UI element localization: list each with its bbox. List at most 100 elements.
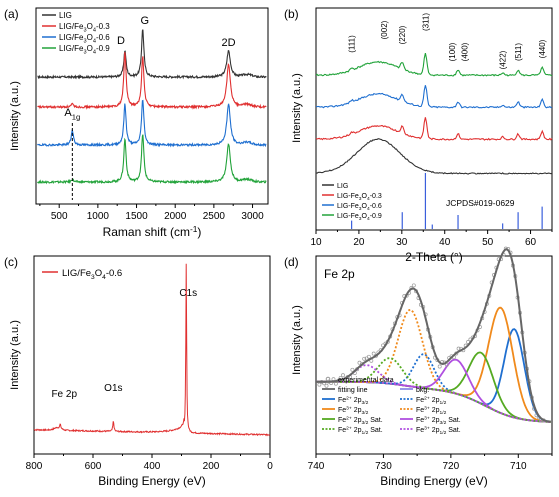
panel-d-component-line: [316, 357, 551, 423]
panel-b-plane-label: (002): [380, 20, 389, 39]
panel-b-plane-label: (311): [421, 13, 430, 31]
panel-d-xtick-label: 740: [308, 461, 325, 472]
panel-a-letter: (a): [4, 7, 19, 21]
panel-b-legend-label: LIG-Fe3O4-0.6: [337, 203, 382, 212]
panel-a-series-line: [37, 134, 267, 185]
panel-b-legend-label: LIG-Fe3O4-0.9: [337, 213, 382, 222]
panel-d-xtick-label: 710: [510, 461, 527, 472]
panel-b-xlabel: 2-Theta (°): [405, 250, 462, 264]
panel-b-xtick-label: 40: [439, 237, 451, 248]
panel-c-peak-label: C1s: [179, 288, 197, 299]
panel-d-data-point: [456, 346, 461, 351]
panel-b-plane-label: (220): [398, 25, 407, 44]
panel-c-xtick-label: 400: [144, 461, 161, 472]
panel-d-legend-label: Fe3+ 2p1/2 Sat.: [416, 426, 461, 437]
panel-b-ylabel: Intensity (a.u.): [291, 73, 303, 143]
panel-b-xtick-label: 50: [482, 237, 494, 248]
panel-a-xtick-label: 1000: [87, 211, 110, 222]
panel-a-ylabel: Intensity (a.u.): [9, 81, 21, 151]
panel-a-series-line: [37, 52, 267, 110]
panel-d-legend-label: bkg.: [416, 387, 429, 394]
panel-a-legend-label: LIG/Fe3O4-0.6: [59, 33, 110, 44]
panel-d-legend-label: Fe2+ 2p1/2: [416, 396, 447, 407]
panel-b-plane-label: (111): [348, 35, 357, 53]
panel-a-xtick-label: 3000: [241, 211, 264, 222]
panel-d-component-line: [316, 306, 551, 423]
panel-a-xtick-label: 1500: [125, 211, 148, 222]
panel-b-reference-label: JCPDS#019-0629: [446, 198, 515, 208]
panel-c-xtick-label: 200: [203, 461, 220, 472]
panel-d-component-line: [316, 308, 551, 423]
panel-d-data-point: [341, 373, 345, 378]
panel-a-xtick-label: 2500: [203, 211, 226, 222]
panel-c-xtick-label: 800: [26, 461, 43, 472]
panel-d-data-point: [350, 367, 355, 372]
panel-d-xtick-label: 730: [375, 461, 392, 472]
panel-b-xtick-label: 10: [310, 237, 322, 248]
panel-d-xtick-label: 720: [443, 461, 460, 472]
panel-d-legend-label: Fe3+ 2p1/2: [416, 406, 447, 417]
panel-a-peak-label: 2D: [222, 37, 236, 49]
panel-d-data-point: [437, 364, 442, 369]
panel-a-raman-chart: 500 1000 1500 2000 2500 3000 Intensity (a.u.) R…: [4, 7, 269, 239]
panel-d-fe2p-chart: 740 730 720 710 Intensity (a.u.) Binding Ener…: [284, 246, 553, 488]
panel-c-frame: [33, 255, 271, 455]
panel-d-legend-label: Fe3+ 2p3/2: [338, 406, 369, 417]
panel-a-frame: [35, 7, 269, 205]
panel-d-legend-label: fitting line: [338, 387, 368, 394]
panel-a-series-line: [37, 99, 267, 148]
panel-b-series-line: [315, 117, 553, 141]
panel-d-legend-label: Fe2+ 2p1/2 Sat.: [338, 426, 383, 437]
panel-d-legend-label: experimental data: [338, 377, 394, 384]
panel-d-data-point: [366, 354, 371, 359]
panel-c-peak-label: O1s: [104, 383, 122, 394]
panel-a-series-line: [37, 29, 267, 80]
panel-d-title: Fe 2p: [324, 267, 355, 281]
panel-a-legend-label: LIG: [59, 11, 72, 20]
panel-a-legend-label: LIG/Fe3O4-0.9: [59, 44, 110, 55]
panel-d-ylabel: Intensity (a.u.): [291, 305, 303, 375]
panel-c-xlabel: Binding Energy (eV): [98, 474, 205, 488]
panel-d-letter: (d): [284, 255, 299, 269]
panel-b-plane-label: (440): [538, 39, 547, 58]
panel-a-peak-label: D: [117, 35, 125, 47]
panel-b-xtick-label: 60: [525, 237, 537, 248]
panel-b-plane-label: (511): [514, 43, 523, 61]
panel-a-xtick-label: 500: [51, 211, 68, 222]
panel-b-legend-label: LIG-Fe3O4-0.3: [337, 193, 382, 202]
panel-d-legend-swatch: [325, 376, 331, 382]
panel-c-series-line: [33, 263, 271, 437]
panel-d-data-point: [317, 382, 322, 387]
panel-c-peak-label: Fe 2p: [51, 389, 77, 400]
panel-c-xps-survey-chart: 800 600 400 200 0 Intensity (a.u.) Binding Ene…: [4, 255, 273, 488]
panel-d-data-point: [324, 383, 329, 388]
panel-d-fit-line: [316, 248, 551, 423]
panel-c-xtick-label: 0: [267, 461, 273, 472]
panel-d-data-point: [411, 283, 416, 288]
panel-b-series-line: [315, 52, 553, 77]
panel-b-series-line: [315, 85, 553, 109]
panel-b-frame: [315, 7, 553, 231]
panel-d-legend-label: Fe2+ 2p3/2: [338, 396, 369, 407]
panel-b-plane-label: (422): [499, 50, 508, 69]
panel-b-xtick-label: 30: [396, 237, 408, 248]
panel-d-frame: [315, 255, 553, 455]
panel-d-data-point: [371, 351, 376, 356]
panel-c-letter: (c): [4, 255, 18, 269]
panel-a-legend-label: LIG/Fe3O4-0.3: [59, 22, 110, 33]
panel-b-letter: (b): [284, 7, 299, 21]
panel-d-xlabel: Binding Energy (eV): [380, 474, 487, 488]
panel-a-peak-label: G: [140, 15, 149, 27]
panel-a-xlabel: Raman shift (cm-1): [103, 224, 202, 239]
panel-d-legend-label: Fe2+ 2p3/2 Sat.: [338, 416, 383, 427]
panel-a-peak-label: A1g: [64, 107, 80, 121]
panel-b-plane-label: (100): [448, 42, 457, 61]
panel-c-xtick-label: 600: [85, 461, 102, 472]
panel-c-ylabel: Intensity (a.u.): [9, 320, 21, 390]
panel-b-plane-label: (400): [460, 42, 469, 61]
panel-c-legend-label: LIG/Fe3O4-0.6: [62, 268, 122, 281]
panel-d-legend-label: Fe3+ 2p3/2 Sat.: [416, 416, 461, 427]
panel-d-data-point: [362, 356, 367, 361]
panel-b-legend-label: LIG: [337, 183, 348, 190]
